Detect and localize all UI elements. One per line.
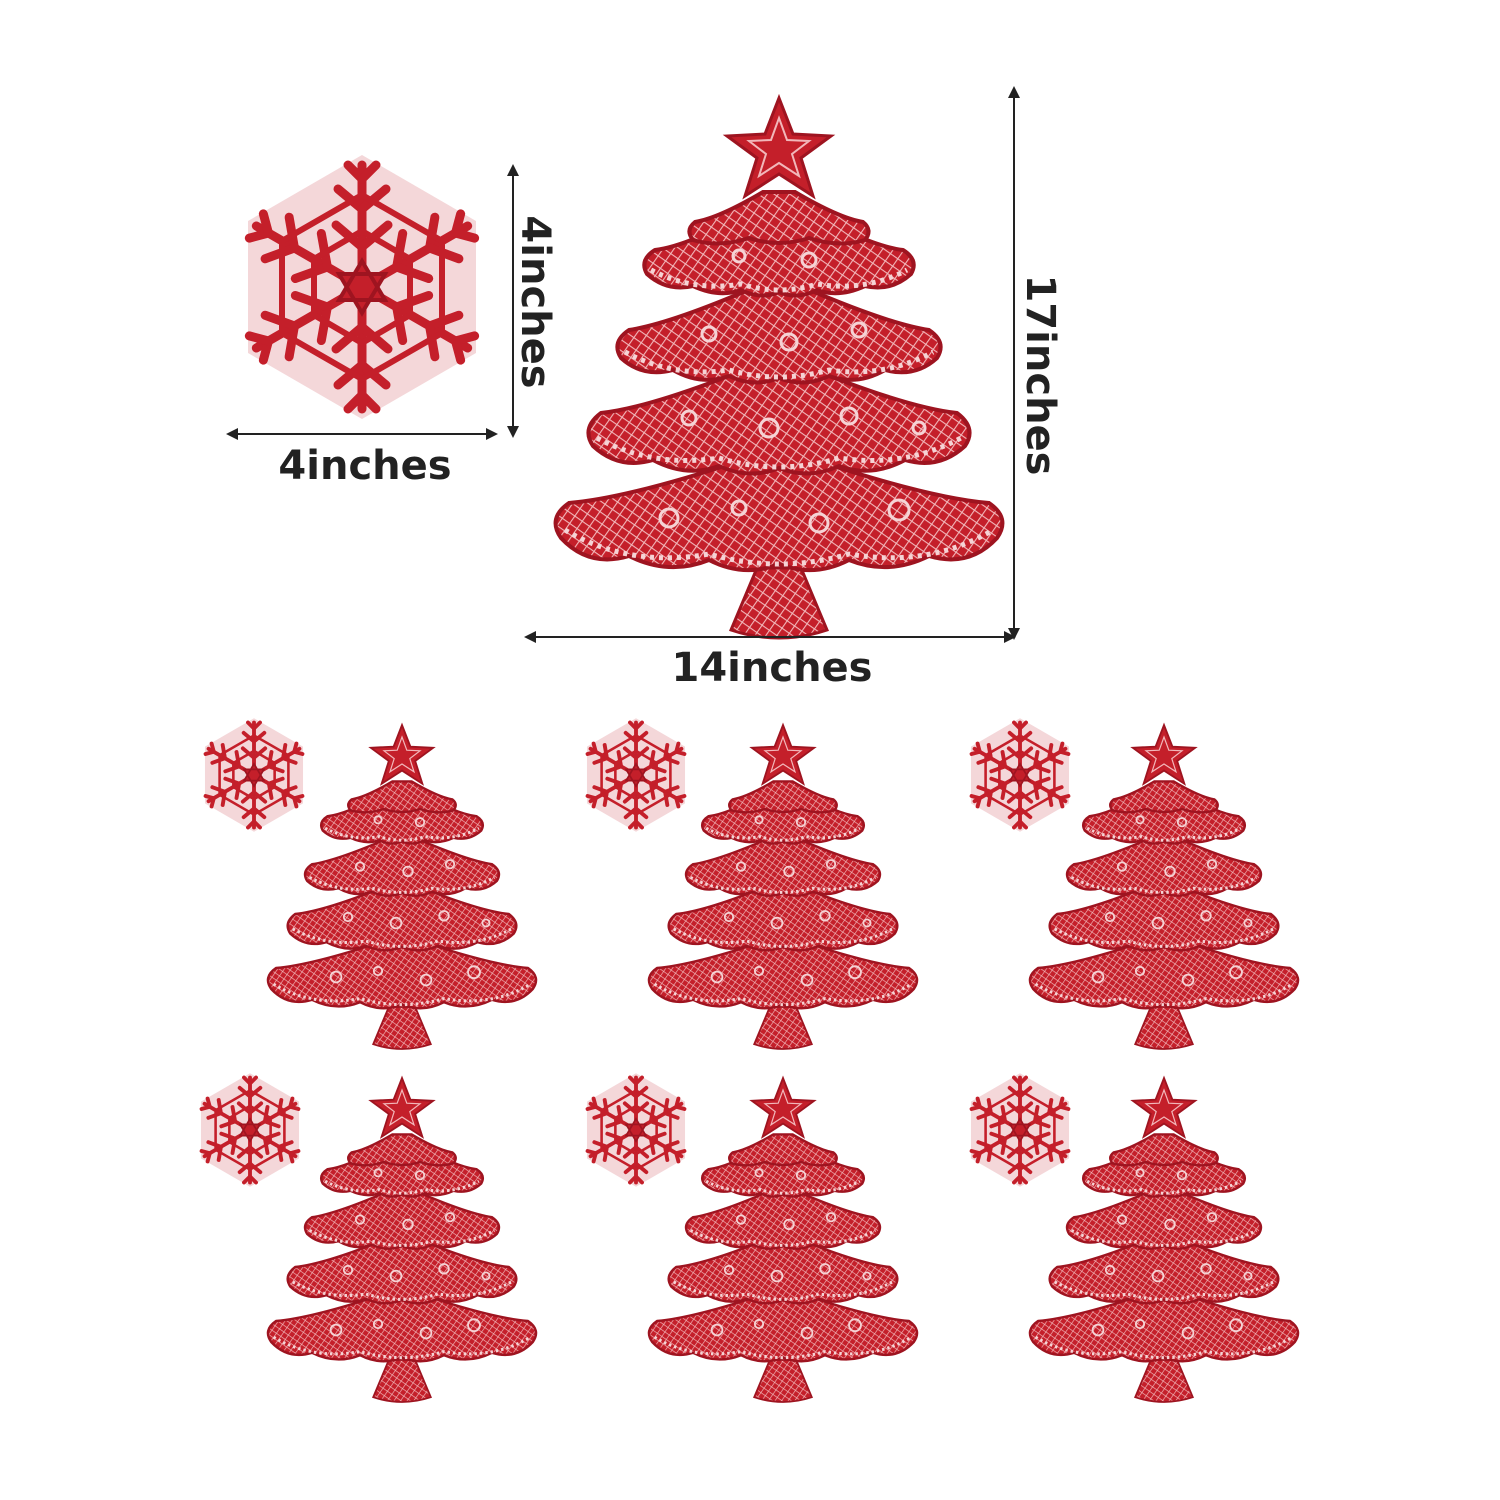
set-coaster [969, 718, 1071, 832]
set-placemat [1028, 1076, 1300, 1404]
set-placemat [647, 723, 919, 1051]
coaster-width-label: 4inches [278, 443, 452, 489]
placemat-width-label: 14inches [671, 645, 873, 691]
set-coaster [969, 1073, 1071, 1187]
set-placemat [1028, 723, 1300, 1051]
coaster-height-label: 4inches [512, 215, 558, 389]
set-row-2 [199, 1073, 1300, 1404]
set-placemat [266, 723, 538, 1051]
placemat-main [556, 98, 1003, 638]
set-placemat [266, 1076, 538, 1404]
set-placemat [647, 1076, 919, 1404]
set-coaster [199, 1073, 301, 1187]
placemat-height-label: 17inches [1017, 274, 1063, 476]
set-coaster [585, 1073, 687, 1187]
set-row-1 [203, 718, 1300, 1051]
set-coaster [203, 718, 305, 832]
set-coaster [585, 718, 687, 832]
coaster-main [243, 155, 480, 419]
